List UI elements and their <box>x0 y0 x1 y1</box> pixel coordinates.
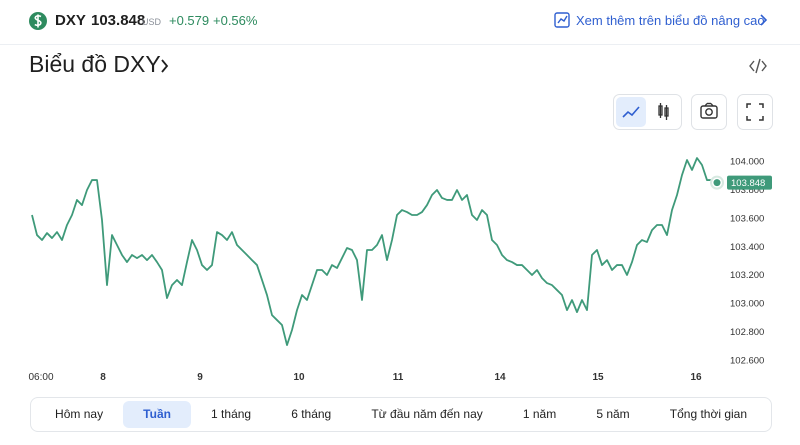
currency-icon-glyph <box>34 14 42 28</box>
range-tab[interactable]: 1 năm <box>522 407 557 421</box>
camera-icon[interactable] <box>700 102 718 119</box>
last-price-badge <box>727 175 772 190</box>
range-tab[interactable]: Tuần <box>123 401 191 428</box>
range-tab[interactable]: Tổng thời gian <box>669 407 748 421</box>
fullscreen-button[interactable] <box>737 94 773 130</box>
range-tab[interactable]: Hôm nay <box>55 407 104 421</box>
change: +0.579 <box>169 13 210 28</box>
advanced-chart-link-icon[interactable] <box>554 12 570 28</box>
symbol: DXY <box>55 12 86 29</box>
range-tab[interactable]: 6 tháng <box>291 407 332 421</box>
y-tick-label: 103.400 <box>730 242 764 253</box>
advanced-chart-link[interactable]: Xem thêm trên biểu đồ nâng cao <box>576 13 765 28</box>
line-chart-icon[interactable] <box>622 106 640 118</box>
line-chart-button[interactable] <box>616 97 646 127</box>
screenshot-button[interactable] <box>691 94 727 130</box>
header-bar <box>0 0 800 45</box>
plot-area: 102.600 102.800 103.000 103.200 103.400 103.6… <box>28 157 772 383</box>
page-title[interactable]: Biểu đồ DXY <box>29 51 161 77</box>
y-tick-label: 103.000 <box>730 299 764 310</box>
x-tick-label: 8 <box>100 372 106 383</box>
change-percent: +0.56% <box>213 13 258 28</box>
y-tick-label: 102.600 <box>730 355 764 366</box>
candle-chart-button[interactable] <box>658 103 669 120</box>
link-chevron[interactable] <box>760 14 768 26</box>
range-tab[interactable]: 5 năm <box>596 407 630 421</box>
range-tab[interactable]: 1 tháng <box>211 407 252 421</box>
x-tick-label: 15 <box>592 372 604 383</box>
price-line <box>31 157 718 346</box>
y-tick-label: 102.800 <box>730 327 764 338</box>
x-tick-label: 16 <box>690 372 702 383</box>
y-tick-label: 103.800 <box>730 185 764 196</box>
x-tick-label: 10 <box>293 372 305 383</box>
range-tab[interactable]: Từ đầu năm đến nay <box>371 407 483 421</box>
last-price-dot <box>713 179 721 187</box>
x-tick-label: 9 <box>197 372 203 383</box>
price: 103.848 <box>91 12 146 29</box>
last-price-label: 103.848 <box>731 178 765 189</box>
currency: USD <box>142 17 162 27</box>
x-tick-label: 14 <box>494 372 506 383</box>
embed-icon[interactable] <box>749 58 767 74</box>
fullscreen-icon[interactable] <box>746 103 764 121</box>
y-tick-label: 103.600 <box>730 213 764 224</box>
y-tick-label: 104.000 <box>730 157 764 168</box>
range-tabs: Hôm nay Tuần 1 tháng 6 tháng Từ đầu năm đến … <box>30 397 772 432</box>
x-tick-label: 11 <box>393 372 404 383</box>
chart: 102.600 102.800 103.000 103.200 103.400 103.6… <box>28 12 773 383</box>
title-chevron[interactable] <box>161 59 169 73</box>
y-tick-label: 103.200 <box>730 270 764 281</box>
x-tick-label: 06:00 <box>28 372 53 383</box>
